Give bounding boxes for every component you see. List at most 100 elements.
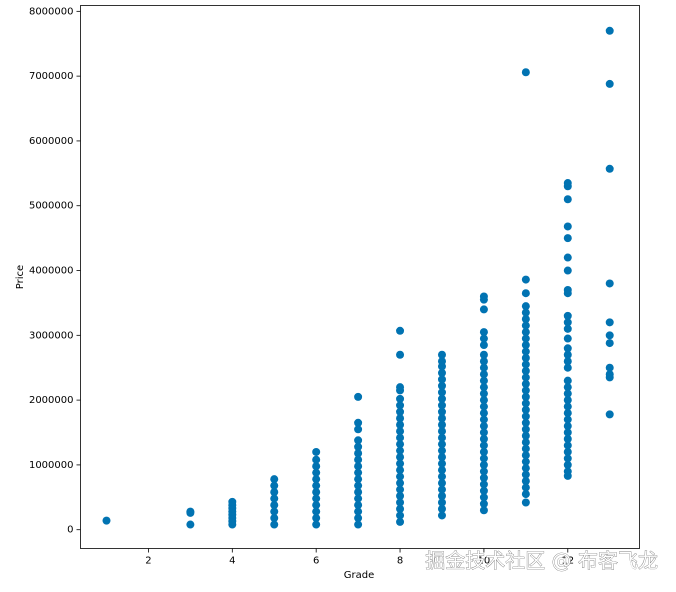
point <box>521 418 530 427</box>
point <box>437 453 446 462</box>
point <box>396 511 405 520</box>
point <box>354 442 363 451</box>
point <box>396 485 405 494</box>
point <box>437 394 446 403</box>
point <box>312 501 321 510</box>
point <box>270 475 279 484</box>
point <box>354 481 363 490</box>
x-tick-label: 6 <box>313 556 319 567</box>
point <box>605 331 614 340</box>
y-axis-label: Price <box>15 265 26 289</box>
point <box>354 425 363 434</box>
point <box>521 275 530 284</box>
point <box>563 396 572 405</box>
point <box>605 164 614 173</box>
point <box>437 479 446 488</box>
watermark: 掘金技术社区 @ 布客飞龙 <box>425 549 658 573</box>
point <box>521 347 530 356</box>
point <box>521 490 530 499</box>
point <box>479 363 488 372</box>
point <box>479 409 488 418</box>
point <box>354 462 363 471</box>
point <box>479 454 488 463</box>
point <box>479 402 488 411</box>
point <box>479 467 488 476</box>
point <box>479 383 488 392</box>
point <box>521 498 530 507</box>
point <box>521 431 530 440</box>
point <box>270 494 279 503</box>
point <box>521 483 530 492</box>
point <box>479 480 488 489</box>
point <box>479 292 488 301</box>
point <box>521 366 530 375</box>
point <box>437 459 446 468</box>
point <box>354 455 363 464</box>
point <box>521 341 530 350</box>
y-tick-label: 0 <box>67 525 73 536</box>
point <box>563 376 572 385</box>
point <box>563 460 572 469</box>
y-tick-label: 8000000 <box>29 6 74 17</box>
point <box>437 388 446 397</box>
point <box>605 370 614 379</box>
point <box>479 428 488 437</box>
point <box>479 415 488 424</box>
point <box>437 414 446 423</box>
x-tick-label: 10 <box>478 556 491 567</box>
point <box>563 179 572 188</box>
point <box>521 444 530 453</box>
point <box>312 514 321 523</box>
point <box>354 520 363 529</box>
y-tick-label: 4000000 <box>29 266 74 277</box>
point <box>270 488 279 497</box>
point <box>479 305 488 314</box>
point <box>605 279 614 288</box>
point <box>521 334 530 343</box>
point <box>521 457 530 466</box>
point <box>396 446 405 455</box>
point <box>563 441 572 450</box>
point <box>563 383 572 392</box>
point <box>396 414 405 423</box>
point <box>479 357 488 366</box>
point <box>563 334 572 343</box>
point <box>479 473 488 482</box>
point <box>479 370 488 379</box>
point <box>437 466 446 475</box>
point <box>521 438 530 447</box>
point <box>521 308 530 317</box>
point <box>563 253 572 262</box>
point <box>479 341 488 350</box>
point <box>270 520 279 529</box>
point <box>521 405 530 414</box>
point <box>521 477 530 486</box>
point <box>563 467 572 476</box>
point <box>479 422 488 431</box>
point <box>437 350 446 359</box>
point <box>354 475 363 484</box>
point <box>354 392 363 401</box>
point <box>354 418 363 427</box>
point <box>312 475 321 484</box>
point <box>270 514 279 523</box>
point <box>396 504 405 513</box>
point <box>354 436 363 445</box>
point <box>563 454 572 463</box>
point <box>270 507 279 516</box>
point <box>437 420 446 429</box>
point <box>521 321 530 330</box>
point <box>605 318 614 327</box>
point <box>396 326 405 335</box>
point <box>479 396 488 405</box>
point <box>102 516 111 525</box>
point <box>479 441 488 450</box>
point <box>396 517 405 526</box>
x-axis-label: Grade <box>344 570 375 581</box>
y-tick-label: 6000000 <box>29 136 74 147</box>
point <box>563 428 572 437</box>
point <box>479 506 488 515</box>
point <box>521 412 530 421</box>
point <box>396 394 405 403</box>
point <box>396 433 405 442</box>
